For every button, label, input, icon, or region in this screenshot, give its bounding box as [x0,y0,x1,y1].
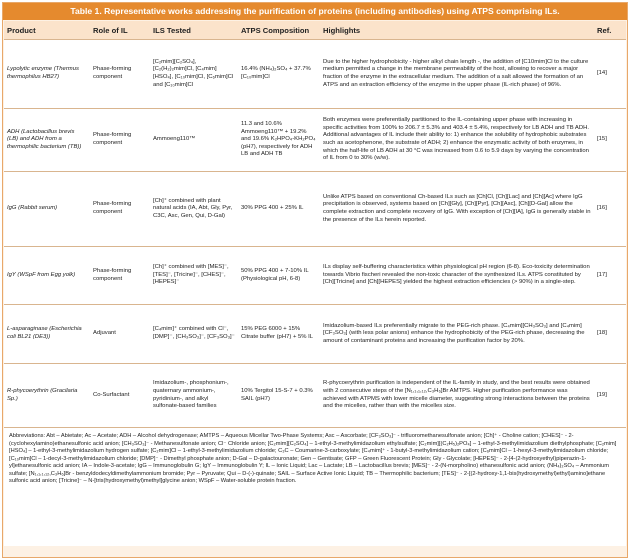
table-cell: Lypolytic enzyme (Thermus thermophilus H… [4,39,90,109]
table-cell: L-asparaginase (Escherichia coli BL21 (D… [4,304,90,364]
column-header: ATPS Composition [238,21,320,40]
table-cell: [16] [594,171,626,247]
table-cell: [Ch]⁺ combined with [MES]⁻, [TES]⁻, [Tri… [150,246,238,305]
table-cell: Co-Surfactant [90,363,150,428]
table-cell: [Ch]⁺ combined with plant natural acids … [150,171,238,247]
table-body: Lypolytic enzyme (Thermus thermophilus H… [4,39,626,428]
table-cell: 30% PPG 400 + 25% IL [238,171,320,247]
table-cell: ADH (Lactobacillus brevis (LB) and ADH f… [4,108,90,172]
table-cell: Adjuvant [90,304,150,364]
table-cell: [C₄mim]⁺ combined with Cl⁻, [DMP]⁻, [CH₃… [150,304,238,364]
column-header: Ref. [594,21,626,40]
table-cell: Unlike ATPS based on conventional Ch-bas… [320,171,594,247]
table-cell: Imidazolium-, phosphonium-, quaternary a… [150,363,238,428]
table-cell: Phase-forming component [90,39,150,109]
table-cell: 16.4% (NH₄)₂SO₄ + 37.7% [C₁₀mim]Cl [238,39,320,109]
table-cell: Imidazolium-based ILs preferentially mig… [320,304,594,364]
table-cell: 11.3 and 10.6% Ammoeng110™ + 19.2% and 1… [238,108,320,172]
column-header: ILS Tested [150,21,238,40]
table-cell: [14] [594,39,626,109]
table-cell: [18] [594,304,626,364]
table-cell: IgY (WSpF from Egg yolk) [4,246,90,305]
table-row: IgG (Rabbit serum) Phase-forming componen… [4,171,626,247]
abbreviations: Abbreviations: Abt – Abietate; Ac – Acet… [4,428,626,546]
table-row: ADH (Lactobacillus brevis (LB) and ADH f… [4,108,626,172]
table-cell: R-phycoerythrin (Gracilaria Sp.) [4,363,90,428]
table-cell: Due to the higher hydrophobicity - highe… [320,39,594,109]
table-row: Lypolytic enzyme (Thermus thermophilus H… [4,39,626,109]
table-cell: Phase-forming component [90,246,150,305]
table-cell: Both enzymes were preferentially partiti… [320,108,594,172]
table-cell: [19] [594,363,626,428]
table-cell: Phase-forming component [90,108,150,172]
column-header: Role of IL [90,21,150,40]
table-row: IgY (WSpF from Egg yolk) Phase-forming co… [4,246,626,305]
table-row: R-phycoerythrin (Gracilaria Sp.) Co-Surfa… [4,363,626,428]
table-cell: [17] [594,246,626,305]
table-row: L-asparaginase (Escherichia coli BL21 (D… [4,304,626,364]
table-cell: Phase-forming component [90,171,150,247]
table-cell: 50% PPG 400 + 7-10% IL (Physiological pH… [238,246,320,305]
header-row: Product Role of IL ILS Tested ATPS Composit… [4,21,626,40]
column-header: Highlights [320,21,594,40]
table-cell: Ammoeng110™ [150,108,238,172]
column-header: Product [4,21,90,40]
table-cell: ILs display self-buffering characteristi… [320,246,594,305]
table-cell: IgG (Rabbit serum) [4,171,90,247]
table-cell: [C₂mim][C₂SO₄], [C₂(H₂)₂mim]Cl, [C₄mim][… [150,39,238,109]
table-cell: 15% PEG 6000 + 15% Citrate buffer (pH7) … [238,304,320,364]
data-table: Product Role of IL ILS Tested ATPS Composit… [4,21,626,428]
table-cell: 10% Tergitol 15-S-7 + 0.3% SAIL (pH7) [238,363,320,428]
table-title: Table 1. Representative works addressing… [3,3,627,20]
table-cell: [15] [594,108,626,172]
table-cell: R-phycoerythrin purification is independ… [320,363,594,428]
